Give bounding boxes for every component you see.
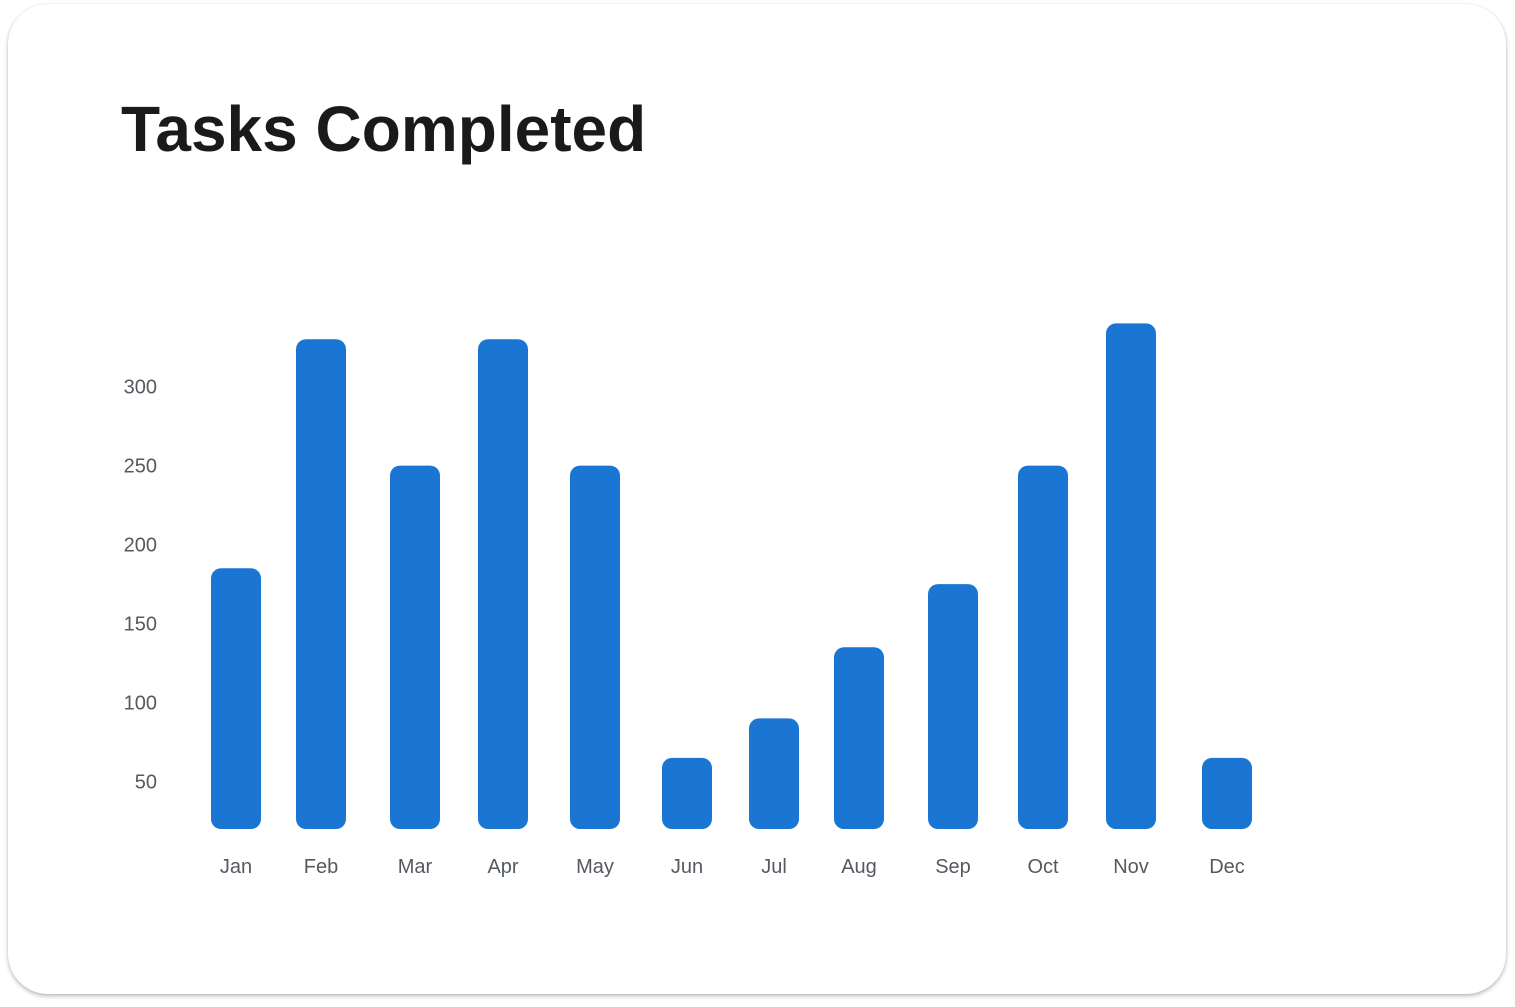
- x-tick-label: Nov: [1113, 856, 1149, 878]
- bar-jun[interactable]: [662, 757, 712, 829]
- x-tick-label: Aug: [841, 856, 877, 878]
- bar-dec[interactable]: [1202, 757, 1252, 829]
- bar-sep[interactable]: [928, 584, 978, 829]
- bar-may[interactable]: [570, 465, 620, 829]
- y-tick-label: 150: [124, 614, 157, 636]
- x-tick-label: Jan: [220, 856, 252, 878]
- x-axis-labels: Jan Feb Mar Apr May Jun Jul Aug Sep Oct Nov Dec: [220, 856, 1245, 878]
- bar-apr[interactable]: [478, 339, 528, 829]
- bars: [211, 323, 1252, 829]
- bar-feb[interactable]: [296, 339, 346, 829]
- chart-card: Tasks Completed: [8, 4, 1506, 994]
- x-tick-label: May: [576, 856, 614, 878]
- y-tick-label: 200: [124, 535, 157, 557]
- bar-jan[interactable]: [211, 568, 261, 829]
- x-tick-label: Mar: [398, 856, 433, 878]
- y-tick-label: 300: [124, 377, 157, 399]
- y-tick-label: 50: [135, 772, 157, 794]
- x-tick-label: Sep: [935, 856, 971, 878]
- chart-title: Tasks Completed: [121, 93, 647, 165]
- bar-mar[interactable]: [390, 465, 440, 829]
- x-tick-label: Jun: [671, 856, 703, 878]
- x-tick-label: Dec: [1209, 856, 1245, 878]
- x-tick-label: Jul: [761, 856, 787, 878]
- bar-aug[interactable]: [834, 647, 884, 829]
- y-axis-ticks: 50 100 150 200 250 300: [124, 377, 157, 794]
- bar-oct[interactable]: [1018, 465, 1068, 829]
- x-tick-label: Feb: [304, 856, 338, 878]
- bar-nov[interactable]: [1106, 323, 1156, 829]
- x-tick-label: Apr: [487, 856, 518, 878]
- y-tick-label: 250: [124, 456, 157, 478]
- x-tick-label: Oct: [1027, 856, 1059, 878]
- bar-jul[interactable]: [749, 718, 799, 829]
- y-tick-label: 100: [124, 693, 157, 715]
